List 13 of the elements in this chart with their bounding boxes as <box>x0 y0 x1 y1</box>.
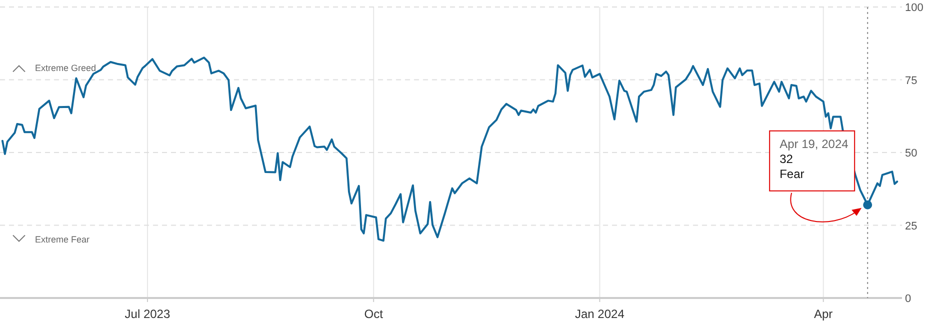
x-tick-label: Apr <box>814 307 833 321</box>
x-tick-label: Jan 2024 <box>575 307 625 321</box>
y-tick-label: 25 <box>905 220 918 232</box>
x-tick-label: Jul 2023 <box>124 307 170 321</box>
annotation: Extreme Greed <box>35 62 96 73</box>
y-tick-label: 50 <box>905 148 918 160</box>
annotation: Extreme Fear <box>35 234 90 244</box>
line-series <box>1 56 898 242</box>
x-tick-label: Oct <box>364 307 384 321</box>
y-tick-label: 0 <box>905 293 912 305</box>
y-tick-label: 100 <box>905 2 924 14</box>
annotation: Apr 19, 2024 32 Fear <box>780 136 849 181</box>
y-tick-label: 75 <box>905 74 918 87</box>
